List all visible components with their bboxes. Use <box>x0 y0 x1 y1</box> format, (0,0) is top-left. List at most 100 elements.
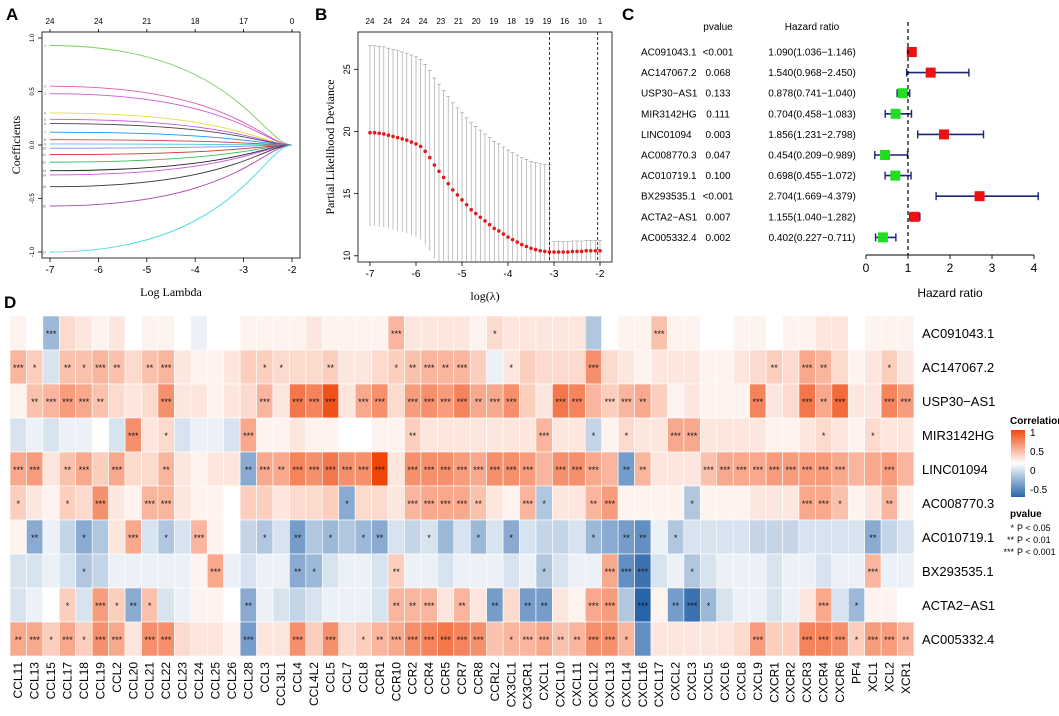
pvalue-value: 0.007 <box>705 212 730 223</box>
significance-stars: ** <box>902 635 910 645</box>
heatmap-cell <box>486 485 504 521</box>
heatmap-cell <box>223 383 241 419</box>
heatmap-cell <box>206 519 224 555</box>
heatmap-cell <box>864 383 882 419</box>
heatmap-cell <box>486 417 504 453</box>
heatmap-cell <box>601 417 619 453</box>
heatmap-cell <box>354 315 372 351</box>
pvalue-value: <0.001 <box>703 48 734 59</box>
heatmap-cell <box>404 519 422 555</box>
heatmap-cell <box>256 485 274 521</box>
significance-stars: * <box>82 635 86 645</box>
deviance-point <box>579 249 584 254</box>
column-label: CCL8 <box>356 662 370 693</box>
heatmap-cell <box>256 553 274 589</box>
heatmap-cell <box>864 485 882 521</box>
heatmap-cell <box>9 587 27 623</box>
heatmap-cell <box>568 315 586 351</box>
heatmap-cell <box>289 417 307 453</box>
significance-stars: ** <box>869 533 877 543</box>
significance-stars: ** <box>64 465 72 475</box>
significance-stars: * <box>625 431 629 441</box>
significance-stars: *** <box>128 431 139 441</box>
deviance-point <box>510 237 515 242</box>
heatmap-cell <box>716 349 734 385</box>
significance-stars: *** <box>884 465 895 475</box>
column-label: CX3CR1 <box>521 662 535 710</box>
deviance-point <box>598 249 602 253</box>
path-index-label: 6 <box>44 122 46 126</box>
heatmap-cell <box>223 519 241 555</box>
hazard-ratio-value: 2.704(1.669−4.379) <box>768 192 856 203</box>
heatmap-cell <box>9 383 27 419</box>
heatmap-cell <box>256 587 274 623</box>
heatmap-cell <box>108 485 126 521</box>
heatmap-cell <box>617 587 635 623</box>
heatmap-cell <box>26 587 44 623</box>
heatmap-cell <box>815 519 833 555</box>
significance-stars: *** <box>375 397 386 407</box>
hazard-ratio-value: 1.155(1.040−1.282) <box>768 212 856 223</box>
top-tick-label: 21 <box>142 17 151 26</box>
top-tick-label: 24 <box>383 17 392 26</box>
significance-stars: *** <box>753 635 764 645</box>
heatmap-cell <box>108 383 126 419</box>
heatmap-cell <box>206 621 224 657</box>
heatmap-cell <box>519 553 537 589</box>
deviance-point <box>593 249 598 253</box>
significance-stars: ** <box>393 567 401 577</box>
significance-stars: *** <box>539 635 550 645</box>
significance-stars: * <box>33 363 37 373</box>
significance-stars: ** <box>64 363 72 373</box>
heatmap-cell <box>847 485 865 521</box>
deviance-point <box>469 207 474 212</box>
deviance-point <box>552 250 556 254</box>
gene-label: AC091043.1 <box>641 48 697 59</box>
heatmap-cell <box>897 519 915 555</box>
heatmap-cell <box>568 485 586 521</box>
x-tick-label: -4 <box>191 265 200 276</box>
heatmap-cell <box>453 553 471 589</box>
heatmap-cell <box>9 553 27 589</box>
heatmap-cell <box>174 519 192 555</box>
heatmap-cell <box>831 315 849 351</box>
significance-stars: ** <box>557 635 565 645</box>
top-tick-label: 10 <box>578 17 587 26</box>
significance-stars: *** <box>407 465 418 475</box>
heatmap-cell <box>124 621 142 657</box>
deviance-point <box>428 155 432 160</box>
heatmap-cell <box>174 621 192 657</box>
heatmap-cell <box>420 417 438 453</box>
heatmap-cell <box>272 519 290 555</box>
significance-stars: *** <box>375 465 386 475</box>
deviance-point <box>497 229 501 233</box>
significance-stars: ** <box>590 499 598 509</box>
significance-stars: *** <box>901 397 912 407</box>
significance-stars: *** <box>309 397 320 407</box>
heatmap-cell <box>59 519 77 555</box>
top-tick-label: 24 <box>46 17 55 26</box>
x-tick-label: 4 <box>1031 261 1038 275</box>
heatmap-cell <box>798 417 816 453</box>
significance-stars: * <box>510 635 514 645</box>
heatmap-cell <box>157 315 175 351</box>
y-tick-label: -1.0 <box>30 246 36 257</box>
row-label: AC005332.4 <box>922 632 994 647</box>
x-tick-label: -7 <box>366 269 375 280</box>
y-tick-label: 10 <box>342 251 352 261</box>
row-label: LINC01094 <box>922 462 988 477</box>
deviance-point <box>386 133 391 137</box>
heatmap-cell <box>716 519 734 555</box>
column-label: CCR7 <box>455 662 469 695</box>
heatmap-cell <box>782 315 800 351</box>
heatmap-cell <box>716 383 734 419</box>
significance-stars: * <box>115 601 119 611</box>
column-label: CXCL5 <box>702 662 716 701</box>
significance-stars: ** <box>623 533 631 543</box>
heatmap-cell <box>108 553 126 589</box>
heatmap-cell <box>272 383 290 419</box>
heatmap-cell <box>124 315 142 351</box>
heatmap-cell <box>634 315 652 351</box>
significance-stars: *** <box>802 397 813 407</box>
heatmap-cell <box>387 519 405 555</box>
